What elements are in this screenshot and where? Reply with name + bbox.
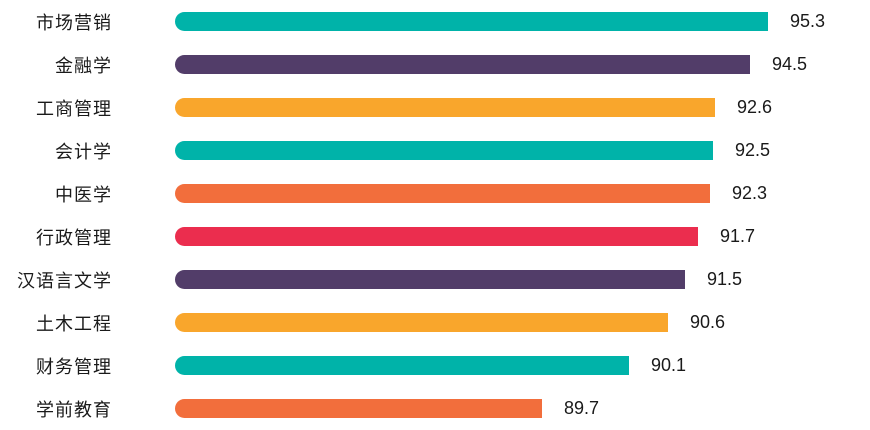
category-label: 土木工程 — [36, 313, 112, 334]
bar-track: 94.5 — [175, 43, 870, 86]
bar-track: 90.6 — [175, 301, 870, 344]
bar-row: 金融学 94.5 — [0, 43, 870, 86]
bar-row: 中医学 92.3 — [0, 172, 870, 215]
category-label: 汉语言文学 — [17, 270, 112, 291]
bar-track: 90.1 — [175, 344, 870, 387]
bar — [175, 55, 750, 74]
bar — [175, 141, 713, 160]
bar-track: 91.7 — [175, 215, 870, 258]
bar-row: 财务管理 90.1 — [0, 344, 870, 387]
category-label: 行政管理 — [36, 227, 112, 248]
bar-row: 行政管理 91.7 — [0, 215, 870, 258]
bar-row: 学前教育 89.7 — [0, 387, 870, 430]
category-label: 市场营销 — [36, 12, 112, 33]
value-label: 91.5 — [707, 269, 743, 289]
bar-track: 91.5 — [175, 258, 870, 301]
bar — [175, 98, 715, 117]
bar — [175, 227, 698, 246]
bar-track: 89.7 — [175, 387, 870, 430]
category-label: 学前教育 — [36, 399, 112, 420]
bar-row: 汉语言文学 91.5 — [0, 258, 870, 301]
bar-track: 92.5 — [175, 129, 870, 172]
bar-row: 市场营销 95.3 — [0, 0, 870, 43]
bar-track: 95.3 — [175, 0, 870, 43]
category-label: 中医学 — [55, 184, 112, 205]
bar — [175, 313, 668, 332]
bar-row: 工商管理 92.6 — [0, 86, 870, 129]
value-label: 92.5 — [735, 140, 771, 160]
bar-track: 92.3 — [175, 172, 870, 215]
category-label: 工商管理 — [36, 98, 112, 119]
bar — [175, 270, 685, 289]
value-label: 89.7 — [564, 398, 600, 418]
bar — [175, 356, 629, 375]
bar-row: 会计学 92.5 — [0, 129, 870, 172]
value-label: 92.6 — [737, 97, 773, 117]
value-label: 95.3 — [790, 11, 826, 31]
category-label: 财务管理 — [36, 356, 112, 377]
value-label: 92.3 — [732, 183, 768, 203]
bar-track: 92.6 — [175, 86, 870, 129]
bar — [175, 12, 768, 31]
value-label: 94.5 — [772, 54, 808, 74]
bar-row: 土木工程 90.6 — [0, 301, 870, 344]
bar — [175, 399, 542, 418]
category-label: 金融学 — [55, 55, 112, 76]
value-label: 90.6 — [690, 312, 726, 332]
value-label: 91.7 — [720, 226, 756, 246]
bar — [175, 184, 710, 203]
value-label: 90.1 — [651, 355, 687, 375]
category-label: 会计学 — [55, 141, 112, 162]
